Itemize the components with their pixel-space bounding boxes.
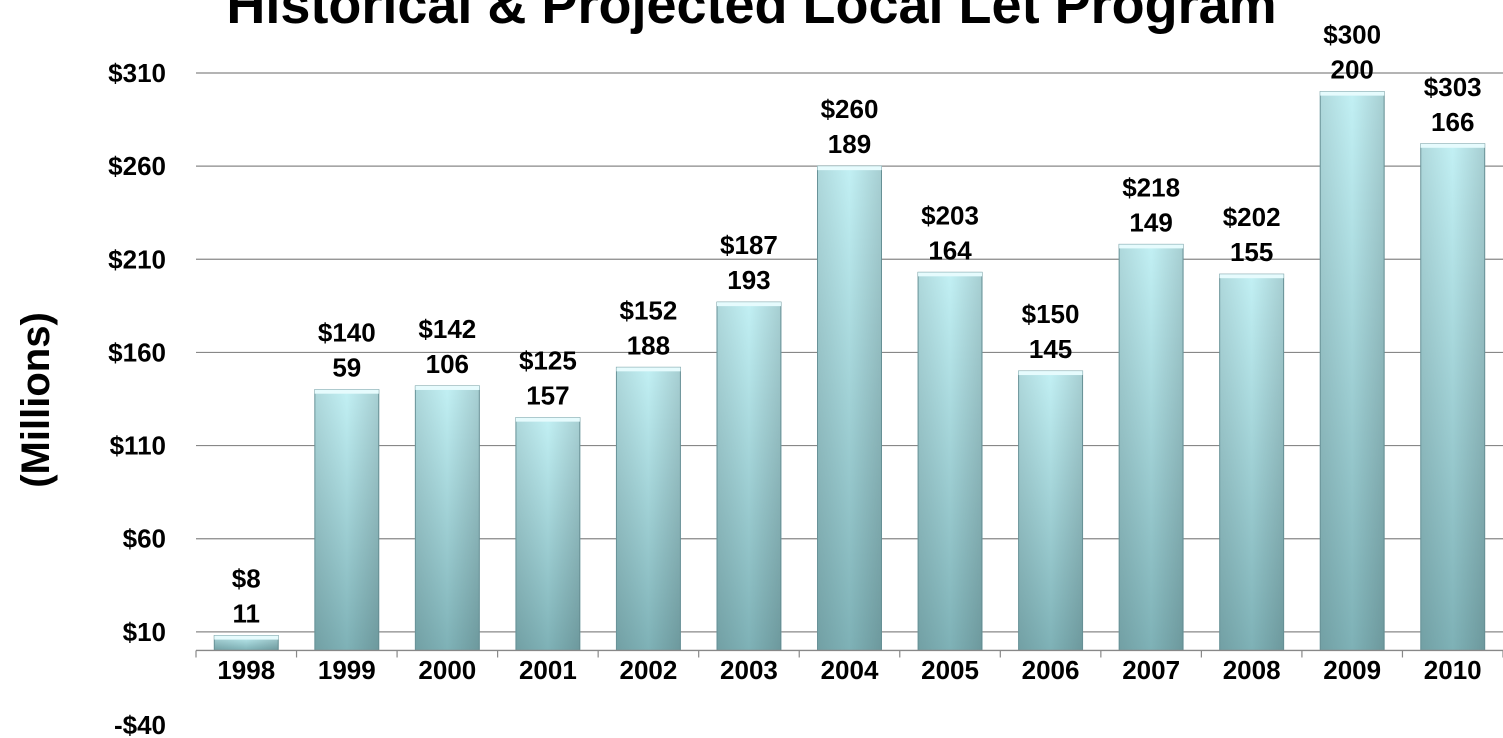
x-tick-label: 2003 <box>720 655 778 685</box>
bar-shading <box>616 367 681 651</box>
bar-shading <box>716 302 781 651</box>
bar-shading <box>415 385 480 651</box>
bar <box>1018 370 1084 651</box>
bar <box>213 635 279 651</box>
y-tick-label: $60 <box>123 524 166 554</box>
y-tick-label: $10 <box>123 617 166 647</box>
x-tick-label: 2010 <box>1424 655 1482 685</box>
data-label-count: 106 <box>426 349 469 379</box>
x-tick-label: 2005 <box>921 655 979 685</box>
data-label-count: 164 <box>928 235 972 265</box>
data-label-count: 166 <box>1431 107 1474 137</box>
bars <box>213 91 1486 651</box>
bar-top-highlight <box>1018 371 1083 376</box>
x-tick-label: 2006 <box>1022 655 1080 685</box>
x-tick-label: 2008 <box>1223 655 1281 685</box>
data-label-amount: $300 <box>1323 20 1381 50</box>
bar <box>1420 143 1486 651</box>
x-axis <box>195 649 1503 658</box>
bar-top-highlight <box>515 417 580 422</box>
x-tick-label: 2000 <box>418 655 476 685</box>
y-tick-label: -$40 <box>114 710 166 738</box>
x-axis-ticks: 1998 1999 2000 2001 2002 2003 2004 2005 2006 2007… <box>217 655 1481 685</box>
y-tick-label: $160 <box>108 337 166 367</box>
bar <box>1319 91 1385 651</box>
bar <box>414 385 480 651</box>
bar-top-highlight <box>214 635 279 640</box>
x-tick-label: 2009 <box>1323 655 1381 685</box>
x-tick-label: 2001 <box>519 655 577 685</box>
bar-shading <box>314 389 379 651</box>
y-tick-label: $110 <box>110 431 166 461</box>
bar-shading <box>1119 244 1184 651</box>
bar <box>1219 273 1285 651</box>
data-label-amount: $303 <box>1424 72 1482 102</box>
bar <box>1118 243 1184 651</box>
data-label-amount: $142 <box>418 314 476 344</box>
data-label-count: 149 <box>1129 207 1172 237</box>
bar-shading <box>1219 274 1284 651</box>
data-label-amount: $150 <box>1022 299 1080 329</box>
chart-title: Historical & Projected Local Let Program <box>226 0 1277 35</box>
bar-shading <box>918 272 983 651</box>
bar-top-highlight <box>415 385 480 390</box>
data-label-count: 155 <box>1230 237 1273 267</box>
bar-top-highlight <box>817 166 882 171</box>
data-label-amount: $260 <box>821 94 879 124</box>
bar-shading <box>1018 371 1083 651</box>
bar-top-highlight <box>1119 244 1184 249</box>
bar <box>515 417 581 651</box>
bar <box>615 366 681 651</box>
data-label-amount: $218 <box>1122 172 1180 202</box>
y-axis-ticks: -$40 $10 $60 $110 $160 $210 $260 $310 <box>108 58 166 738</box>
bar-top-highlight <box>616 367 681 372</box>
bar <box>917 271 983 651</box>
data-label-count: 145 <box>1029 334 1072 364</box>
data-label-amount: $203 <box>921 200 979 230</box>
bar-shading <box>1420 143 1485 651</box>
data-labels: $8 11 $140 59 $142 106 $125 157 $152 188 $187 193 $2… <box>232 20 1482 629</box>
data-label-count: 59 <box>332 353 361 383</box>
data-label-amount: $8 <box>232 564 261 594</box>
x-tick-label: 1999 <box>318 655 376 685</box>
x-tick-label: 1998 <box>217 655 275 685</box>
data-label-count: 193 <box>727 265 770 295</box>
bar <box>314 389 380 651</box>
bar-top-highlight <box>1219 274 1284 279</box>
y-tick-label: $310 <box>108 58 166 88</box>
bar-top-highlight <box>1420 143 1485 148</box>
data-label-count: 188 <box>627 330 670 360</box>
bar-top-highlight <box>314 389 379 394</box>
bar-shading <box>515 417 580 651</box>
bar-top-highlight <box>918 272 983 277</box>
bar <box>817 165 882 651</box>
data-label-count: 11 <box>233 599 261 629</box>
bar-top-highlight <box>716 302 781 307</box>
y-tick-label: $260 <box>108 151 166 181</box>
x-tick-label: 2002 <box>620 655 678 685</box>
data-label-count: 200 <box>1330 55 1373 85</box>
bar-shading <box>817 166 882 651</box>
data-label-count: 157 <box>526 381 569 411</box>
x-tick-label: 2004 <box>821 655 879 685</box>
bar-shading <box>1320 91 1385 651</box>
bar <box>716 301 782 651</box>
data-label-amount: $187 <box>720 230 778 260</box>
bar-top-highlight <box>1320 91 1385 96</box>
data-label-amount: $202 <box>1223 202 1281 232</box>
data-label-amount: $152 <box>620 295 678 325</box>
data-label-amount: $140 <box>318 318 376 348</box>
y-tick-label: $210 <box>108 244 166 274</box>
data-label-count: 189 <box>828 129 871 159</box>
data-label-amount: $125 <box>519 346 577 376</box>
x-tick-label: 2007 <box>1122 655 1180 685</box>
